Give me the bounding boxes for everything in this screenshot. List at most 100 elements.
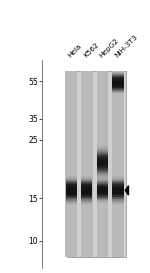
Bar: [81, 182, 92, 183]
Bar: [97, 200, 108, 201]
Bar: [97, 172, 108, 173]
Bar: [112, 195, 124, 196]
Bar: [112, 79, 124, 81]
Bar: [97, 166, 108, 167]
Bar: [112, 71, 124, 257]
Bar: [97, 155, 108, 156]
Bar: [112, 193, 124, 194]
Bar: [97, 202, 108, 203]
Bar: [81, 185, 92, 186]
Bar: [81, 178, 92, 179]
Bar: [112, 199, 124, 200]
Bar: [97, 163, 108, 164]
Bar: [81, 201, 92, 202]
Bar: [112, 202, 124, 203]
Bar: [112, 178, 124, 179]
Bar: [97, 177, 108, 179]
Bar: [66, 179, 77, 180]
Bar: [112, 89, 124, 90]
Bar: [97, 162, 108, 164]
Bar: [112, 199, 124, 200]
Bar: [112, 188, 124, 189]
Bar: [97, 172, 108, 173]
Bar: [97, 179, 108, 180]
Bar: [66, 196, 77, 197]
Bar: [81, 195, 92, 197]
Bar: [112, 78, 124, 79]
Bar: [97, 201, 108, 202]
Bar: [112, 195, 124, 197]
Bar: [81, 179, 92, 180]
Bar: [66, 198, 77, 199]
Bar: [97, 180, 108, 182]
Bar: [81, 204, 92, 205]
Bar: [112, 197, 124, 198]
Bar: [112, 81, 124, 82]
Bar: [97, 189, 108, 190]
Bar: [65, 71, 77, 257]
Bar: [97, 184, 108, 185]
Bar: [97, 192, 108, 193]
Bar: [66, 194, 77, 195]
Bar: [66, 179, 77, 180]
Bar: [66, 194, 77, 195]
Bar: [66, 199, 77, 200]
Bar: [81, 200, 92, 201]
Bar: [97, 165, 108, 166]
Bar: [112, 200, 124, 201]
Bar: [97, 199, 108, 200]
Bar: [66, 192, 77, 193]
Bar: [66, 204, 77, 205]
Bar: [97, 156, 108, 158]
Bar: [66, 189, 77, 190]
Bar: [97, 178, 108, 179]
Bar: [97, 198, 108, 200]
Bar: [112, 186, 124, 188]
Bar: [97, 195, 108, 196]
Bar: [97, 185, 108, 186]
Bar: [97, 153, 108, 154]
Bar: [66, 177, 77, 178]
Bar: [112, 74, 124, 75]
Bar: [97, 162, 108, 163]
Bar: [112, 181, 124, 182]
Bar: [97, 194, 108, 195]
Bar: [112, 180, 124, 181]
Bar: [66, 182, 77, 183]
Bar: [97, 193, 108, 194]
Bar: [66, 183, 77, 184]
Bar: [81, 181, 92, 182]
Bar: [66, 188, 77, 189]
Bar: [112, 187, 124, 188]
Bar: [81, 203, 92, 204]
Bar: [97, 188, 108, 189]
Bar: [112, 75, 124, 76]
Bar: [112, 92, 124, 93]
Bar: [112, 91, 124, 93]
Bar: [112, 78, 124, 79]
Bar: [97, 196, 108, 197]
Bar: [112, 79, 124, 81]
Bar: [112, 78, 124, 79]
Bar: [66, 181, 77, 182]
Bar: [112, 91, 124, 92]
Bar: [66, 189, 77, 190]
Bar: [112, 204, 124, 205]
Bar: [97, 183, 108, 184]
Bar: [81, 190, 92, 191]
Bar: [81, 176, 92, 177]
Bar: [97, 183, 108, 185]
Bar: [112, 84, 124, 85]
Bar: [112, 76, 124, 78]
Bar: [66, 202, 77, 203]
Bar: [97, 190, 108, 191]
Bar: [97, 161, 108, 162]
Bar: [112, 86, 124, 87]
Bar: [112, 190, 124, 191]
Bar: [66, 201, 77, 202]
Bar: [97, 167, 108, 168]
Bar: [97, 171, 108, 172]
Bar: [112, 81, 124, 82]
Bar: [97, 174, 108, 175]
Bar: [112, 82, 124, 83]
